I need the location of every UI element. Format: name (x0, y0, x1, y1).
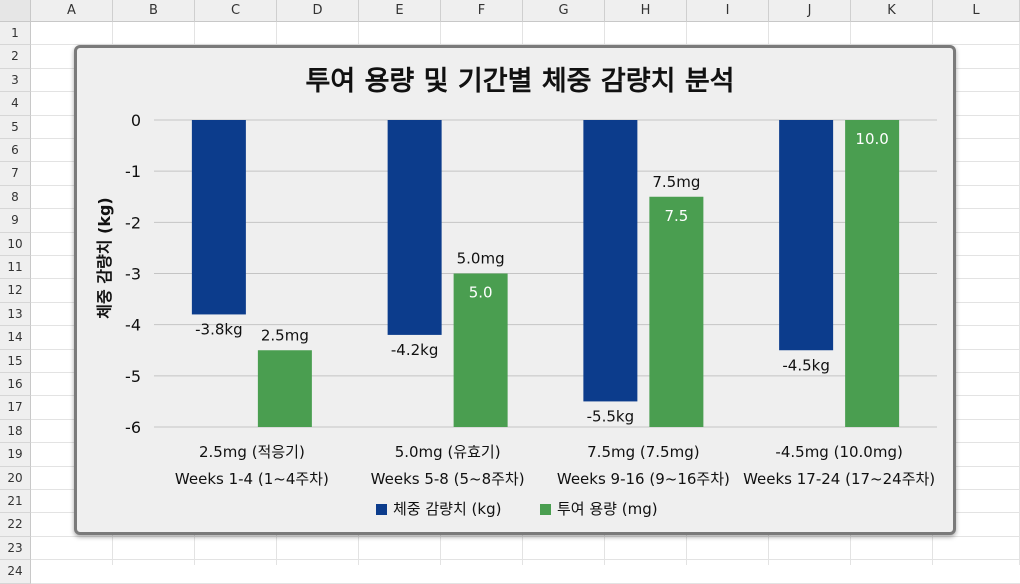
dose-label-above: 7.5mg (652, 173, 700, 191)
bar-chart: 투여 용량 및 기간별 체중 감량치 분석 체중 감량치 (kg) 0 -1 -2 -… (95, 66, 937, 518)
weight-loss-label: -3.8kg (195, 320, 242, 338)
row-header-10[interactable]: 10 (0, 232, 31, 256)
row-gridline (31, 535, 1020, 537)
dose-bar (453, 273, 508, 427)
x-category-sublabel: Weeks 17-24 (17~24주차) (743, 470, 935, 488)
dose-label-inside: 10.0 (855, 130, 888, 148)
y-tick-label: -4 (125, 316, 141, 335)
row-header-4[interactable]: 4 (0, 92, 31, 116)
chart-object[interactable]: 투여 용량 및 기간별 체중 감량치 분석 체중 감량치 (kg) 0 -1 -2 -… (74, 45, 956, 535)
weight-loss-bar (387, 120, 442, 335)
row-header-18[interactable]: 18 (0, 419, 31, 444)
column-header-l[interactable]: L (933, 0, 1020, 22)
weight-loss-label: -4.5kg (782, 356, 829, 374)
dose-label-above: 2.5mg (261, 326, 309, 344)
y-tick-label: -1 (125, 162, 141, 181)
row-header-19[interactable]: 19 (0, 443, 31, 467)
dose-label-above: 5.0mg (457, 250, 505, 268)
legend-swatch-dose (540, 504, 551, 515)
row-header-11[interactable]: 11 (0, 256, 31, 280)
column-header-j[interactable]: J (769, 0, 851, 22)
x-category-label: -4.5mg (10.0mg) (775, 443, 902, 461)
weight-loss-bar (779, 120, 834, 351)
y-tick-label: -5 (125, 367, 141, 386)
row-header-1[interactable]: 1 (0, 22, 31, 46)
column-header-e[interactable]: E (359, 0, 441, 22)
row-gridline (31, 582, 1020, 584)
legend-label-dose: 투여 용량 (mg) (557, 500, 658, 518)
column-header-h[interactable]: H (605, 0, 687, 22)
row-header-2[interactable]: 2 (0, 45, 31, 69)
x-category-sublabel: Weeks 5-8 (5~8주차) (371, 470, 525, 488)
row-header-14[interactable]: 14 (0, 326, 31, 350)
weight-loss-bar (583, 120, 638, 402)
row-header-17[interactable]: 17 (0, 396, 31, 420)
legend-swatch-weight-loss (376, 504, 387, 515)
y-tick-label: 0 (131, 111, 141, 130)
weight-loss-label: -5.5kg (587, 407, 634, 425)
row-header-24[interactable]: 24 (0, 560, 31, 584)
x-category-sublabel: Weeks 9-16 (9~16주차) (557, 470, 730, 488)
column-header-a[interactable]: A (31, 0, 113, 22)
column-header-f[interactable]: F (441, 0, 523, 22)
row-header-6[interactable]: 6 (0, 139, 31, 163)
row-header-16[interactable]: 16 (0, 373, 31, 397)
column-header-g[interactable]: G (523, 0, 605, 22)
y-tick-label: -2 (125, 213, 141, 232)
column-header-d[interactable]: D (277, 0, 359, 22)
weight-loss-label: -4.2kg (391, 341, 438, 359)
chart-title: 투여 용량 및 기간별 체중 감량치 분석 (306, 66, 735, 97)
column-header-i[interactable]: I (687, 0, 769, 22)
row-header-8[interactable]: 8 (0, 185, 31, 210)
row-header-21[interactable]: 21 (0, 490, 31, 514)
row-header-20[interactable]: 20 (0, 466, 31, 490)
row-header-23[interactable]: 23 (0, 536, 31, 561)
x-category-label: 2.5mg (적응기) (199, 443, 305, 461)
weight-loss-bar (191, 120, 246, 315)
row-header-13[interactable]: 13 (0, 302, 31, 327)
dose-label-inside: 7.5 (664, 207, 688, 225)
row-header-15[interactable]: 15 (0, 349, 31, 373)
row-header-9[interactable]: 9 (0, 209, 31, 233)
legend-label-weight-loss: 체중 감량치 (kg) (393, 500, 501, 518)
row-header-3[interactable]: 3 (0, 68, 31, 93)
x-category-label: 5.0mg (유효기) (395, 443, 501, 461)
y-tick-label: -6 (125, 418, 141, 437)
y-axis-label: 체중 감량치 (kg) (95, 197, 114, 318)
dose-label-inside: 5.0 (469, 284, 493, 302)
dose-bar (845, 120, 900, 427)
dose-bar (257, 350, 312, 427)
y-tick-label: -3 (125, 265, 141, 284)
x-category-label: 7.5mg (7.5mg) (587, 443, 699, 461)
row-header-12[interactable]: 12 (0, 279, 31, 303)
row-header-5[interactable]: 5 (0, 115, 31, 139)
column-header-k[interactable]: K (851, 0, 933, 22)
x-category-sublabel: Weeks 1-4 (1~4주차) (175, 470, 329, 488)
column-header-b[interactable]: B (113, 0, 195, 22)
row-header-7[interactable]: 7 (0, 162, 31, 186)
row-gridline (31, 559, 1020, 561)
dose-bar (649, 196, 704, 427)
column-header-c[interactable]: C (195, 0, 277, 22)
row-header-22[interactable]: 22 (0, 513, 31, 537)
row-gridline (31, 44, 1020, 46)
select-all-corner[interactable] (0, 0, 31, 22)
